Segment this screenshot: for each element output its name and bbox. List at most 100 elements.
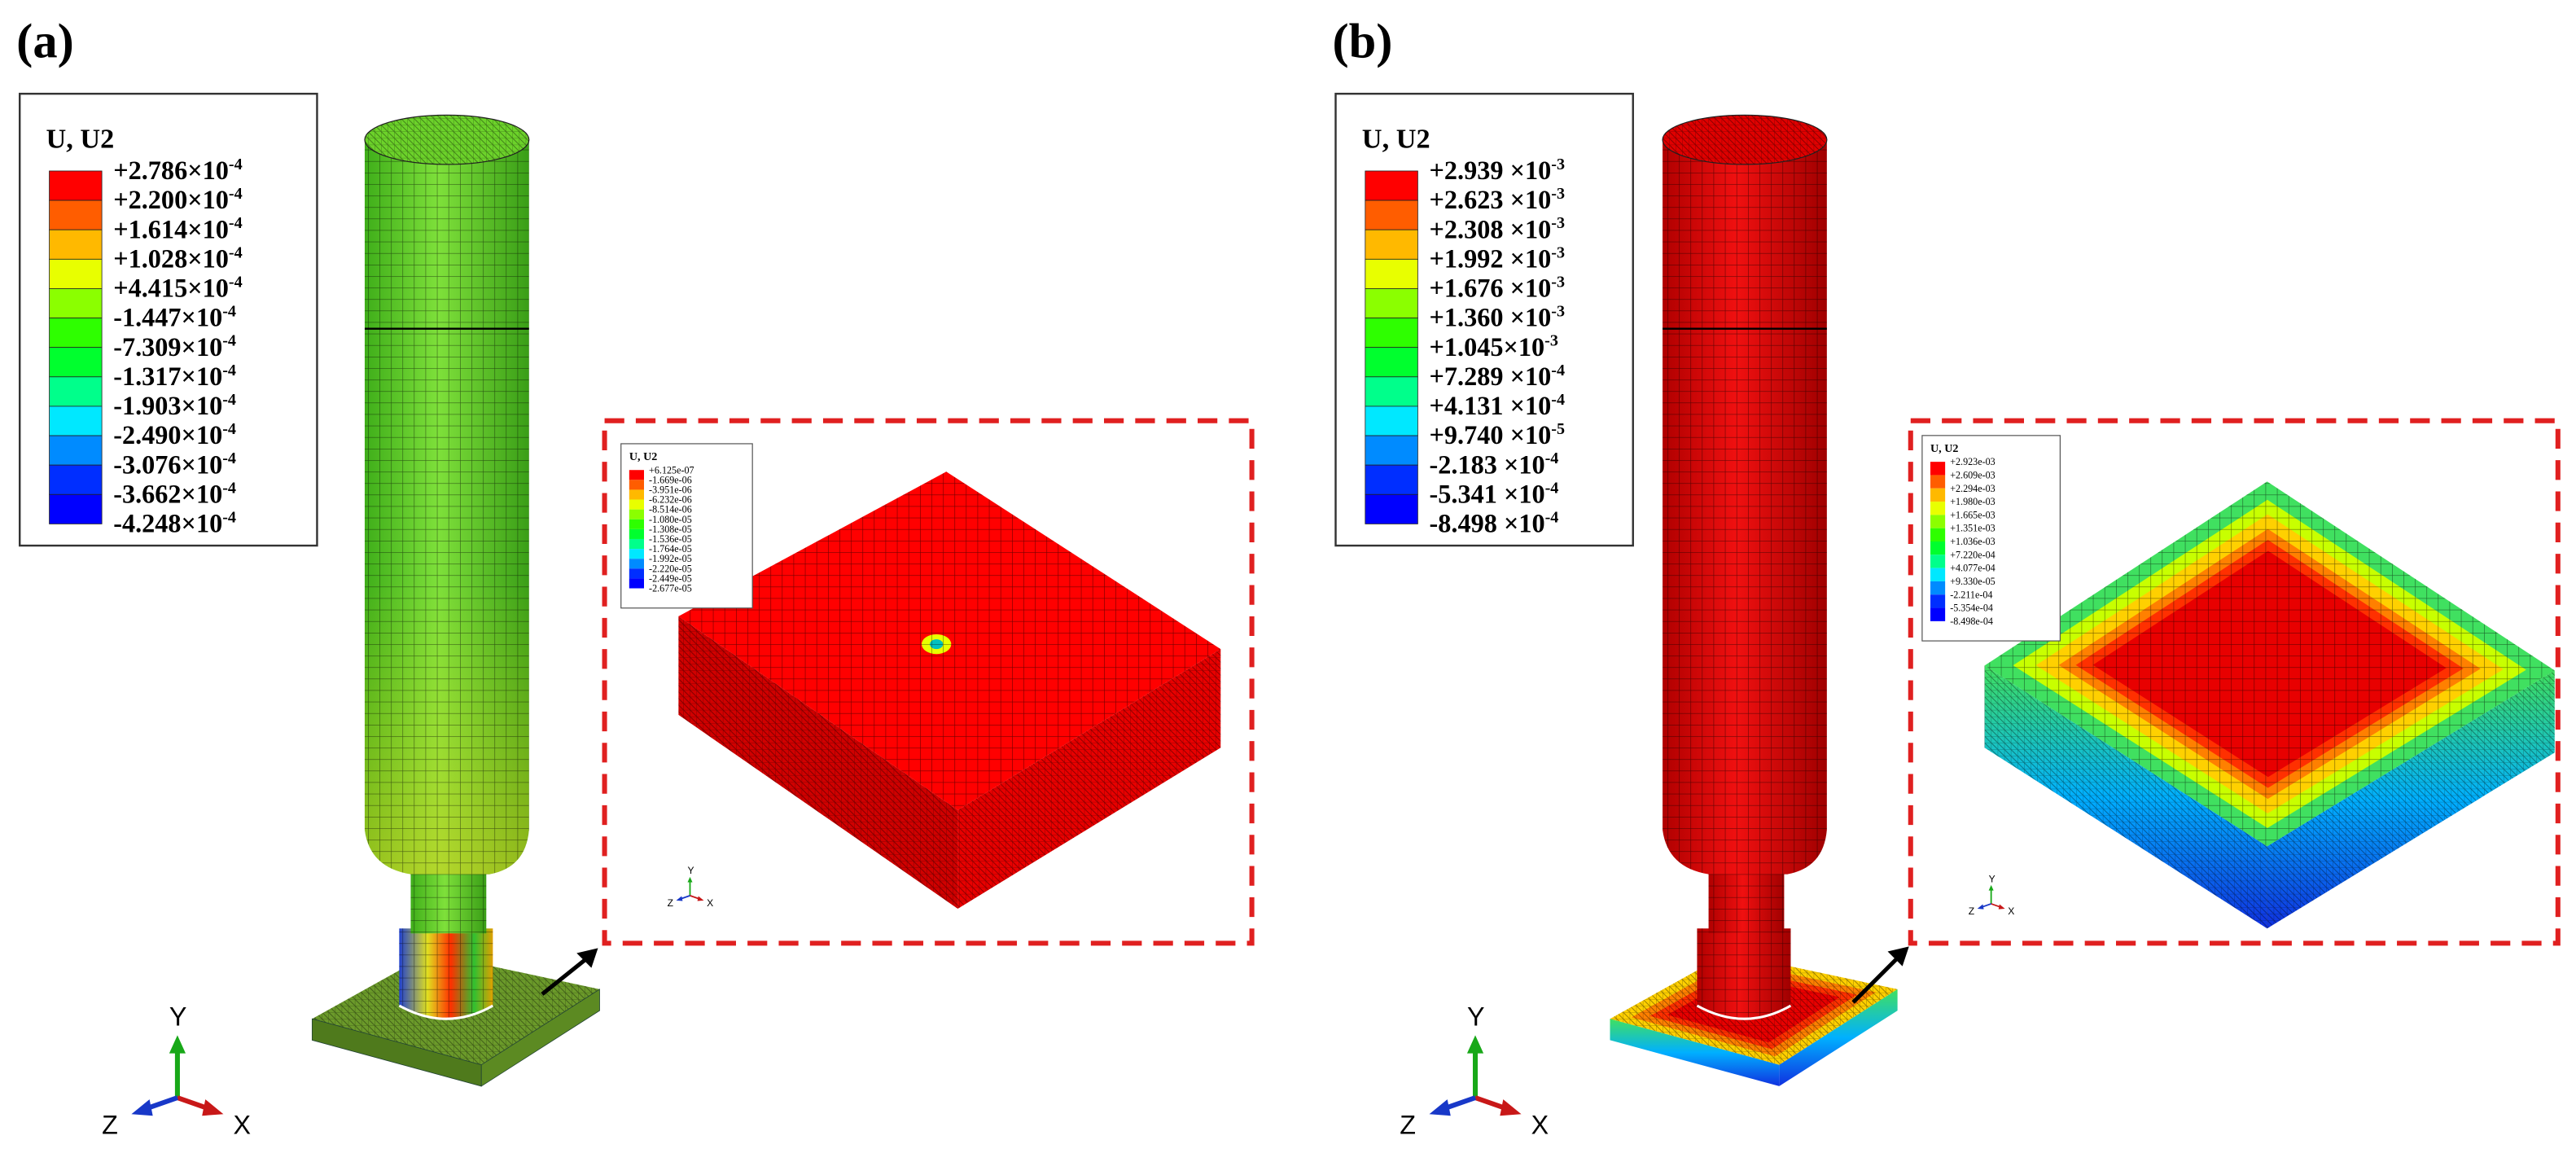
legend-label: +2.200×10-4: [113, 185, 242, 214]
legend-exponent: -4: [1551, 362, 1565, 379]
inset-legend-band: [1930, 541, 1946, 555]
legend-label: +2.623 ×10-3: [1430, 185, 1565, 214]
axis-y-head: [1988, 884, 1994, 891]
legend-band: [1365, 229, 1418, 260]
callout-arrow: [1851, 951, 1904, 1004]
inset-legend-label: -3.951e-06: [649, 484, 692, 495]
legend-label: +9.740 ×10-5: [1430, 420, 1565, 449]
inset-legend-band: [1930, 502, 1946, 515]
legend-label: +1.028×10-4: [113, 243, 242, 273]
inset-legend-label: -6.232e-06: [649, 494, 692, 506]
legend-exponent: -4: [222, 449, 236, 467]
legend-band: [49, 347, 103, 378]
legend-label: +1.992 ×10-3: [1430, 243, 1565, 273]
legend-label: +1.614×10-4: [113, 214, 242, 243]
neck-mesh: [410, 867, 487, 934]
legend-band: [49, 318, 103, 349]
inset-legend-label: +7.220e-04: [1950, 549, 1996, 560]
inset-legend-label: +1.980e-03: [1950, 496, 1996, 507]
neck-mesh: [1708, 867, 1785, 934]
legend-mantissa: +1.045×10: [1430, 332, 1545, 362]
legend-exponent: -4: [222, 391, 236, 409]
collar-edge: [398, 1004, 494, 1020]
inset-legend-label: +2.609e-03: [1950, 469, 1996, 480]
legend-exponent: -4: [229, 185, 243, 203]
inset-legend-band: [629, 528, 644, 539]
axis-label: Y: [687, 865, 694, 876]
legend-exponent: -4: [229, 273, 243, 291]
legend-band: [1365, 406, 1418, 436]
inset-plate-mesh: [678, 471, 1221, 810]
legend-mantissa: -2.490×10: [113, 420, 222, 449]
legend-band: [1365, 318, 1418, 349]
collar-mesh: [399, 928, 493, 1019]
panel: (b)U, U2+2.939 ×10-3+2.623 ×10-3+2.308 ×…: [1332, 15, 2561, 1139]
inset-legend-label: +4.077e-04: [1950, 563, 1996, 574]
panel: (a)U, U2+2.786×10-4+2.200×10-4+1.614×10-…: [16, 15, 1255, 1139]
legend-band: [1365, 258, 1418, 289]
axis-x-head: [1998, 904, 2005, 910]
inset-legend-band: [629, 568, 644, 579]
inset-legend-label: +2.294e-03: [1950, 483, 1996, 494]
inset-legend-band: [1930, 555, 1946, 568]
legend-mantissa: +9.740 ×10: [1430, 420, 1552, 449]
legend-label: -5.341 ×10-4: [1430, 479, 1559, 508]
legend-band: [49, 199, 103, 230]
legend-exponent: -4: [222, 362, 236, 379]
inset-legend-band: [629, 480, 644, 490]
legend-exponent: -5: [1551, 420, 1565, 438]
axis-label: Z: [668, 897, 674, 909]
legend-exponent: -4: [229, 214, 243, 232]
callout-arrowhead: [1887, 946, 1909, 967]
plate-side: [1610, 1019, 1780, 1086]
inset-legend-band: [1930, 515, 1946, 528]
inset-legend-band: [629, 470, 644, 480]
inset-legend-band: [629, 509, 644, 520]
inset-legend-band: [629, 559, 644, 569]
inset-legend-label: -8.498e-04: [1950, 616, 1993, 627]
inset-legend-band: [1930, 488, 1946, 502]
legend-label: -3.076×10-4: [113, 449, 236, 479]
legend-mantissa: -8.498 ×10: [1430, 508, 1545, 537]
plate-side: [480, 989, 600, 1087]
inset-legend-band: [1930, 528, 1946, 541]
legend-mantissa: +1.676 ×10: [1430, 274, 1552, 303]
inset-legend-label: +6.125e-07: [649, 464, 694, 476]
inset-legend-label: -2.211e-04: [1950, 589, 1992, 600]
legend-mantissa: -3.076×10: [113, 449, 222, 479]
legend-label: -3.662×10-4: [113, 479, 236, 508]
legend-title: U, U2: [1362, 124, 1430, 155]
inset-legend-band: [1930, 607, 1946, 621]
legend-exponent: -4: [222, 508, 236, 526]
cylinder-mesh: [1663, 139, 1827, 875]
legend-mantissa: +2.308 ×10: [1430, 214, 1552, 243]
axis-y-head: [687, 876, 693, 883]
legend-exponent: -3: [1551, 214, 1565, 232]
cylinder-top-mesh: [364, 115, 529, 164]
axis-x-head: [202, 1099, 224, 1116]
legend-band: [1365, 493, 1418, 524]
inset-legend-band: [1930, 581, 1946, 595]
inset-legend-label: -1.308e-05: [649, 524, 692, 535]
legend-mantissa: +1.360 ×10: [1430, 303, 1552, 332]
legend-band: [1365, 170, 1418, 201]
legend-band: [49, 288, 103, 318]
cylinder-mesh: [364, 139, 529, 875]
inset-plate-mesh: [2267, 670, 2555, 929]
inset-legend-band: [1930, 462, 1946, 476]
legend-exponent: -4: [1551, 391, 1565, 409]
legend-mantissa: -1.903×10: [113, 391, 222, 420]
inset-legend-label: -1.992e-05: [649, 553, 692, 564]
legend-exponent: -3: [1551, 273, 1565, 291]
legend-band: [49, 229, 103, 260]
legend-mantissa: +1.614×10: [113, 214, 229, 243]
legend-exponent: -3: [1551, 243, 1565, 261]
inset-legend-label: +1.351e-03: [1950, 523, 1996, 534]
legend-mantissa: +7.289 ×10: [1430, 362, 1552, 391]
inset-plate-mesh: [1984, 665, 2267, 929]
axis-label: Y: [1989, 873, 1996, 884]
cylinder-top-mesh: [1663, 115, 1827, 164]
legend-mantissa: +4.131 ×10: [1430, 391, 1552, 420]
axis-label: X: [707, 897, 713, 909]
